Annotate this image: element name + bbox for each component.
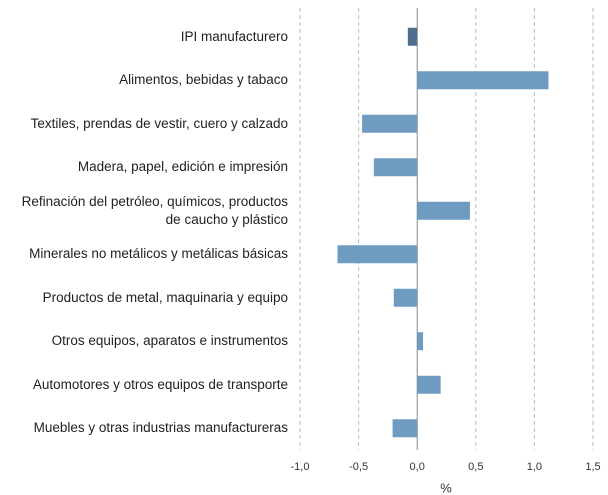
bar xyxy=(417,375,441,394)
x-tick-label: 0,5 xyxy=(468,461,483,473)
bar xyxy=(417,201,470,220)
bar xyxy=(392,419,418,438)
bar xyxy=(362,114,418,133)
y-tick-label: Productos de metal, maquinaria y equipo xyxy=(42,289,288,305)
bar xyxy=(417,332,424,351)
bar xyxy=(337,245,418,264)
y-tick-label: IPI manufacturero xyxy=(180,28,288,44)
y-tick-label: Muebles y otras industrias manufacturera… xyxy=(33,420,288,436)
bar xyxy=(407,27,418,46)
x-tick-label: 1,5 xyxy=(585,461,600,473)
x-tick-label: 1,0 xyxy=(527,461,542,473)
x-tick-label: 0,0 xyxy=(410,461,425,473)
bar xyxy=(417,71,549,90)
x-tick-label: -0,5 xyxy=(349,461,368,473)
bar xyxy=(373,158,418,177)
x-tick-label: -1,0 xyxy=(291,461,310,473)
x-axis-label: % xyxy=(440,480,452,495)
bar xyxy=(393,288,418,307)
y-tick-label: Textiles, prendas de vestir, cuero y cal… xyxy=(30,115,288,131)
y-tick-label: Alimentos, bebidas y tabaco xyxy=(119,72,288,88)
y-tick-label: Minerales no metálicos y metálicas básic… xyxy=(29,246,288,262)
y-tick-label: Automotores y otros equipos de transport… xyxy=(32,376,288,392)
y-tick-label: Otros equipos, aparatos e instrumentos xyxy=(51,333,288,349)
y-tick-label: Refinación del petróleo, químicos, produ… xyxy=(21,193,288,227)
y-tick-label: Madera, papel, edición e impresión xyxy=(77,159,288,175)
